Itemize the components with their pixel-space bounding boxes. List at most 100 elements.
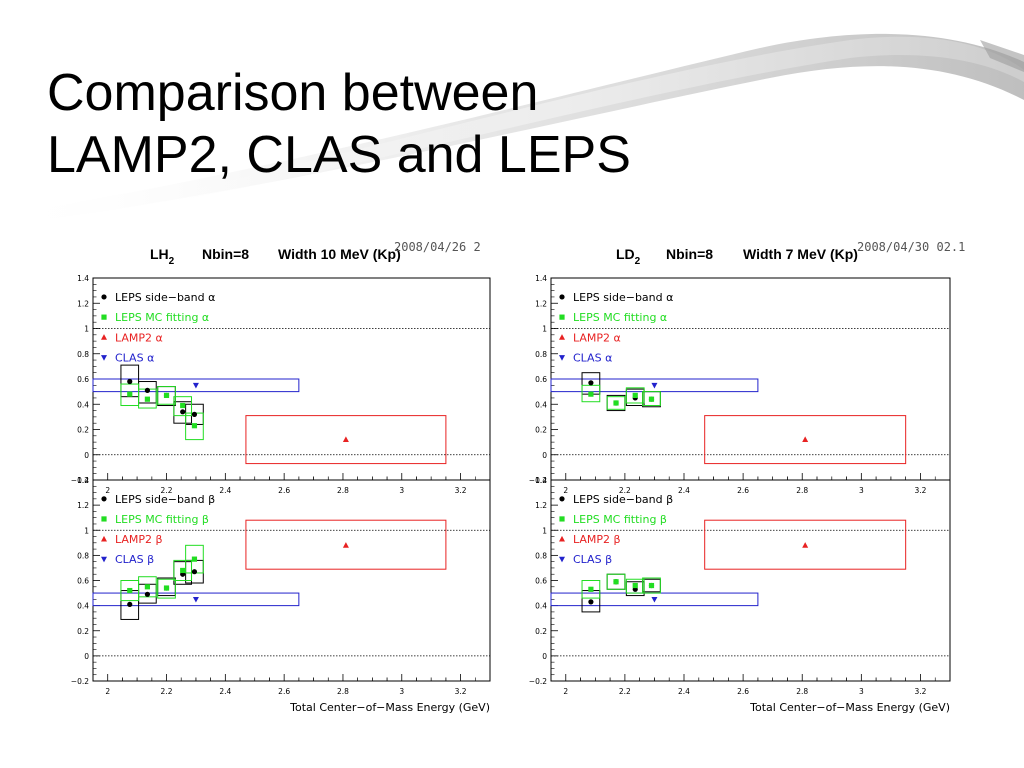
leps-sideband-point (588, 599, 594, 605)
x-tick-label: 2.6 (737, 687, 749, 696)
x-tick-label: 2 (105, 687, 110, 696)
y-tick-label: 0.4 (535, 400, 547, 409)
clas-range-box (92, 378, 300, 393)
legend-label-lamp2: LAMP2 β (573, 533, 621, 546)
y-tick-label: 0.8 (535, 551, 547, 560)
legend-label-lamp2: LAMP2 α (115, 331, 163, 344)
leps-mc-point (127, 391, 133, 397)
header-lh2: LH2 Nbin=8 Width 10 MeV (Kp) (150, 246, 401, 267)
leps-mc-point (632, 582, 638, 589)
x-tick-label: 3.2 (455, 486, 467, 495)
x-tick-label: 2.8 (796, 486, 808, 495)
y-tick-label: 1.2 (77, 299, 89, 308)
x-tick-label: 2.4 (219, 687, 231, 696)
x-tick-label: 3 (859, 687, 864, 696)
panel-lh2-beta: −0.2 0 0.2 0.4 0.6 0.8 1 1.2 1.4 2 2.2 2.4 2.6 2.8 3 3.… (71, 476, 491, 696)
y-tick-label: 0.6 (535, 577, 547, 586)
x-tick-label: 2.6 (278, 486, 290, 495)
x-tick-label: 2.6 (278, 687, 290, 696)
header-ld2: LD2 Nbin=8 Width 7 MeV (Kp) (616, 246, 858, 267)
x-axis-label: Total Center−of−Mass Energy (GeV) (749, 701, 950, 714)
x-tick-label: 2.4 (678, 687, 690, 696)
legend-marker-lamp2 (559, 535, 565, 542)
x-tick-label: 3 (399, 687, 404, 696)
leps-mc-point (191, 423, 198, 429)
leps-sideband-point (144, 591, 151, 597)
x-tick-label: 2.6 (737, 486, 749, 495)
leps-mc-point (163, 392, 170, 399)
legend-label-leps-mc: LEPS MC fitting α (573, 311, 667, 324)
y-tick-label: 1 (542, 325, 547, 334)
legend-marker-leps-sideband (559, 496, 565, 502)
legend-label-leps-mc: LEPS MC fitting β (573, 513, 667, 526)
legend-marker-leps-mc (101, 516, 107, 522)
legend-label-leps-mc: LEPS MC fitting α (115, 311, 209, 324)
leps-mc-point (191, 556, 198, 562)
legend-marker-lamp2 (101, 535, 107, 542)
legend-marker-leps-mc (559, 314, 565, 320)
panel-ld2-beta: −0.2 0 0.2 0.4 0.6 0.8 1 1.2 1.4 2 2.2 2.4 2.6 2.8 3 3.… (529, 476, 951, 696)
lamp2-range-box (245, 415, 447, 465)
legend-label-leps-sideband: LEPS side−band α (573, 291, 673, 304)
leps-mc-point (144, 584, 151, 590)
clas-point (651, 382, 658, 389)
lamp2-point (802, 436, 809, 442)
y-tick-label: 1 (84, 325, 89, 334)
y-tick-label: 0.6 (77, 375, 89, 384)
lamp2-point (342, 542, 349, 548)
x-tick-label: 2.8 (796, 687, 808, 696)
legend-label-clas: CLAS α (115, 352, 154, 365)
legend-label-clas: CLAS β (573, 553, 612, 566)
leps-sideband-point (180, 409, 186, 415)
y-tick-label: 0.4 (77, 400, 89, 409)
leps-sideband-point (588, 380, 594, 386)
leps-mc-point (127, 587, 133, 594)
legend-marker-lamp2 (101, 334, 107, 340)
leps-mc-point (588, 586, 594, 592)
y-tick-label: 1 (542, 526, 547, 535)
x-tick-label: 2 (563, 687, 568, 696)
leps-mc-point (144, 396, 151, 402)
y-tick-label: 0.4 (77, 602, 89, 611)
legend-label-lamp2: LAMP2 α (573, 331, 621, 344)
x-tick-label: 2.2 (619, 687, 631, 696)
clas-point (192, 382, 199, 389)
y-tick-label: 0 (84, 652, 89, 661)
header-timestamp: 2008/04/30 02.1 (857, 240, 965, 254)
legend-label-leps-sideband: LEPS side−band β (573, 493, 673, 506)
leps-mc-point (180, 567, 186, 574)
y-tick-label: 1.4 (535, 476, 547, 485)
x-tick-label: 2.2 (619, 486, 631, 495)
legend-marker-clas (101, 556, 107, 563)
leps-sideband-point (127, 601, 133, 607)
leps-mc-point (613, 579, 619, 585)
legend-marker-leps-sideband (101, 496, 107, 502)
x-tick-label: 2 (105, 486, 110, 495)
x-tick-label: 2.2 (161, 687, 173, 696)
leps-mc-point (632, 392, 638, 399)
lamp2-point (342, 436, 349, 442)
header-target: LD2 (616, 246, 641, 267)
header-timestamp: 2008/04/26 2 (394, 240, 481, 254)
y-tick-label: 0.2 (535, 426, 547, 435)
y-tick-label: 1.2 (535, 299, 547, 308)
title-line-1: Comparison between (47, 64, 539, 122)
x-axis-label: Total Center−of−Mass Energy (GeV) (289, 701, 490, 714)
leps-mc-error-box (642, 577, 661, 594)
y-tick-label: 0.4 (535, 602, 547, 611)
figure-lh2: LH2 Nbin=8 Width 10 MeV (Kp) 2008/04/26 … (71, 240, 491, 714)
legend-label-lamp2: LAMP2 β (115, 533, 163, 546)
leps-sideband-point (144, 387, 151, 393)
leps-mc-point (613, 400, 619, 406)
leps-sideband-point (191, 411, 198, 417)
background-swoosh (0, 33, 1024, 226)
x-tick-label: 2.4 (219, 486, 231, 495)
y-tick-label: 0.2 (77, 627, 89, 636)
leps-sideband-point (191, 569, 198, 575)
legend-label-clas: CLAS α (573, 352, 612, 365)
y-tick-label: 0.8 (77, 350, 89, 359)
leps-mc-point (163, 585, 170, 591)
y-tick-label: 0.2 (77, 426, 89, 435)
y-tick-label: 0 (542, 451, 547, 460)
y-tick-label: 0.2 (535, 627, 547, 636)
